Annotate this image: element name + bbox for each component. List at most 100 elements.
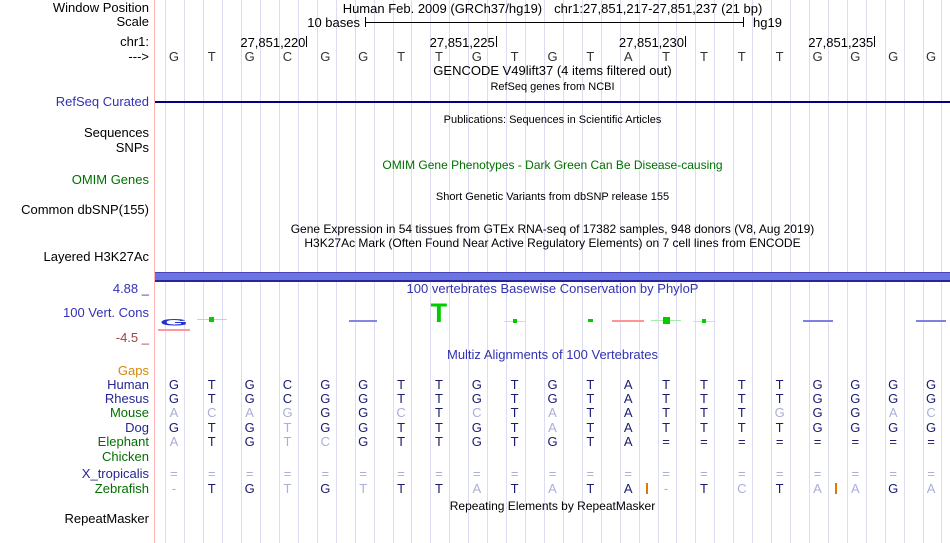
gencode-track-title[interactable]: GENCODE V49lift37 (4 items filtered out) — [433, 63, 672, 78]
refseq-curated-label[interactable]: RefSeq Curated — [55, 94, 149, 109]
alignment-insert-tick — [646, 483, 649, 494]
common-dbsnp-label[interactable]: Common dbSNP(155) — [21, 202, 149, 217]
alignment-base: - — [663, 481, 669, 496]
sequences-label[interactable]: Sequences — [83, 125, 149, 140]
grid-line — [506, 0, 508, 543]
alignment-base: T — [359, 481, 368, 496]
alignment-base: T — [699, 420, 708, 435]
omim-track-title[interactable]: OMIM Gene Phenotypes - Dark Green Can Be… — [382, 158, 723, 172]
alignment-base: = — [662, 434, 670, 449]
grid-line — [373, 0, 375, 543]
alignment-base: T — [662, 377, 671, 392]
multiz-track-title[interactable]: Multiz Alignments of 100 Vertebrates — [446, 347, 658, 362]
grid-line — [278, 0, 280, 543]
grid-line — [543, 0, 545, 543]
alignment-base: = — [586, 466, 595, 481]
alignment-base: G — [358, 391, 369, 406]
refseq-track-title[interactable]: RefSeq genes from NCBI — [490, 81, 615, 93]
alignment-base: G — [358, 377, 369, 392]
grid-line — [884, 0, 886, 543]
alignment-base: T — [775, 377, 784, 392]
species-label-elephant[interactable]: Elephant — [97, 434, 149, 449]
ruler-position-label: 27,851,235 — [808, 35, 874, 50]
species-label-zebrafish[interactable]: Zebrafish — [94, 481, 149, 496]
window-position-label: Window Position — [52, 0, 149, 15]
ruler-position-label: 27,851,225 — [429, 35, 495, 50]
alignment-base: G — [282, 405, 293, 420]
alignment-base: G — [850, 377, 861, 392]
layered-h3k27ac-label[interactable]: Layered H3K27Ac — [43, 249, 149, 264]
conservation-track-title[interactable]: 100 vertebrates Basewise Conservation by… — [406, 281, 699, 296]
assembly-tag: hg19 — [753, 15, 782, 30]
alignment-base: T — [737, 420, 746, 435]
grid-line — [657, 0, 659, 543]
reference-base: G — [547, 49, 558, 64]
alignment-base: C — [282, 391, 293, 406]
alignment-base: C — [320, 434, 331, 449]
alignment-base: G — [320, 377, 331, 392]
refseq-gene-bar[interactable] — [155, 101, 950, 103]
publications-track-title[interactable]: Publications: Sequences in Scientific Ar… — [443, 114, 662, 126]
species-label-mouse[interactable]: Mouse — [109, 405, 149, 420]
species-label-human[interactable]: Human — [107, 377, 149, 392]
grid-line — [581, 0, 583, 543]
omim-genes-label[interactable]: OMIM Genes — [71, 172, 149, 187]
alignment-base: G — [320, 391, 331, 406]
repeatmasker-track-title[interactable]: Repeating Elements by RepeatMasker — [449, 499, 656, 513]
grid-line — [941, 0, 943, 543]
alignment-base: T — [397, 420, 406, 435]
h3k27ac-signal-bar[interactable] — [155, 272, 950, 282]
alignment-base: G — [471, 434, 482, 449]
alignment-base: = — [548, 466, 557, 481]
reference-base: T — [397, 49, 406, 64]
alignment-base: T — [699, 481, 708, 496]
grid-line — [714, 0, 716, 543]
alignment-base: T — [283, 420, 292, 435]
species-label-dog[interactable]: Dog — [125, 420, 149, 435]
conservation-label[interactable]: 100 Vert. Cons — [63, 305, 149, 320]
alignment-base: A — [623, 391, 633, 406]
alignment-base: T — [699, 377, 708, 392]
alignment-base: G — [774, 405, 785, 420]
grid-line — [525, 0, 527, 543]
alignment-base: T — [397, 391, 406, 406]
dbsnp-track-title[interactable]: Short Genetic Variants from dbSNP releas… — [435, 191, 670, 203]
repeatmasker-label[interactable]: RepeatMasker — [64, 511, 149, 526]
h3k27ac-track-title[interactable]: H3K27Ac Mark (Often Found Near Active Re… — [304, 236, 801, 250]
alignment-base: T — [737, 377, 746, 392]
alignment-base: G — [244, 420, 255, 435]
reference-base: G — [358, 49, 369, 64]
alignment-base: A — [169, 405, 179, 420]
alignment-base: T — [207, 481, 216, 496]
snps-label[interactable]: SNPs — [115, 140, 149, 155]
species-label-x_tropicalis[interactable]: X_tropicalis — [81, 466, 149, 481]
reference-base: T — [586, 49, 595, 64]
species-label-rhesus[interactable]: Rhesus — [104, 391, 149, 406]
alignment-base: G — [471, 377, 482, 392]
alignment-base: = — [775, 466, 784, 481]
alignment-base: T — [434, 434, 443, 449]
alignment-base: = — [321, 466, 330, 481]
alignment-base: A — [623, 434, 633, 449]
alignment-base: = — [207, 466, 216, 481]
conservation-min-value: -4.5 _ — [115, 330, 149, 345]
alignment-base: T — [510, 481, 519, 496]
alignment-base: T — [775, 420, 784, 435]
species-label-gaps[interactable]: Gaps — [117, 363, 149, 378]
alignment-base: A — [169, 434, 179, 449]
alignment-base: T — [737, 391, 746, 406]
conservation-letter-squashed: G — [159, 317, 188, 328]
alignment-base: A — [548, 405, 557, 420]
alignment-base: = — [737, 466, 746, 481]
alignment-base: T — [283, 481, 292, 496]
species-label-chicken[interactable]: Chicken — [102, 449, 149, 464]
gtex-track-title[interactable]: Gene Expression in 54 tissues from GTEx … — [290, 222, 815, 236]
alignment-base: A — [888, 405, 898, 420]
alignment-base: T — [434, 481, 443, 496]
grid-line — [733, 0, 735, 543]
alignment-base: T — [699, 391, 708, 406]
grid-line — [846, 0, 848, 543]
alignment-base: = — [510, 466, 519, 481]
alignment-base: G — [547, 434, 558, 449]
